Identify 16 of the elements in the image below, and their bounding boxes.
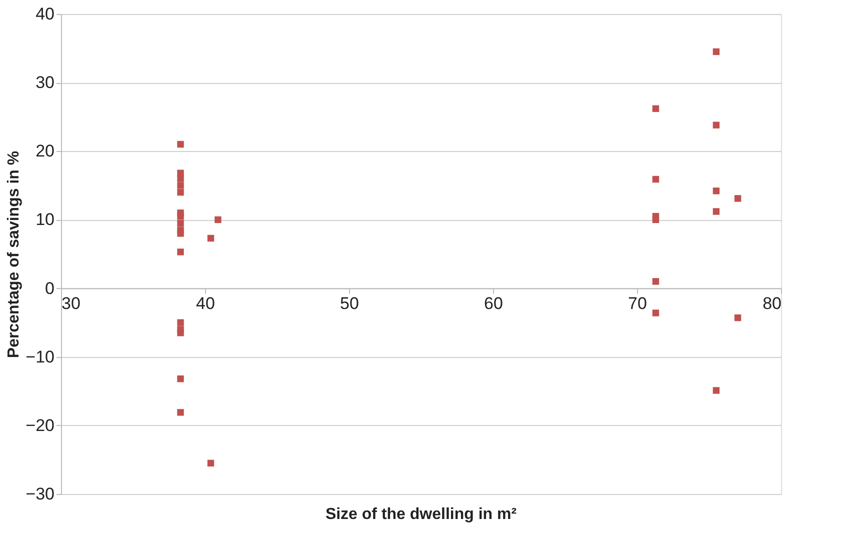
y-tick-label: −30 — [26, 484, 54, 504]
x-tick-label: 60 — [484, 294, 503, 313]
x-tick-label: 50 — [340, 294, 359, 313]
y-tick-label: 10 — [36, 210, 54, 230]
x-tick-label: 30 — [62, 294, 80, 313]
y-axis-title: Percentage of savings in % — [6, 150, 23, 358]
x-tick-label: 40 — [196, 294, 215, 313]
y-tick-label: 30 — [36, 73, 54, 92]
y-tick-label: 20 — [36, 142, 54, 161]
y-tick-label: −20 — [26, 416, 54, 435]
x-axis-title: Size of the dwelling in m² — [325, 506, 517, 523]
x-tick-label: 70 — [628, 294, 647, 313]
y-tick-label: −10 — [26, 347, 54, 366]
x-tick-label: 80 — [762, 294, 782, 313]
y-tick-label: 40 — [36, 4, 54, 24]
y-tick-label: 0 — [45, 278, 54, 298]
